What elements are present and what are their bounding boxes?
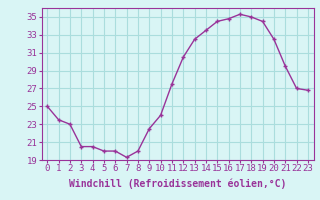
X-axis label: Windchill (Refroidissement éolien,°C): Windchill (Refroidissement éolien,°C) (69, 179, 286, 189)
